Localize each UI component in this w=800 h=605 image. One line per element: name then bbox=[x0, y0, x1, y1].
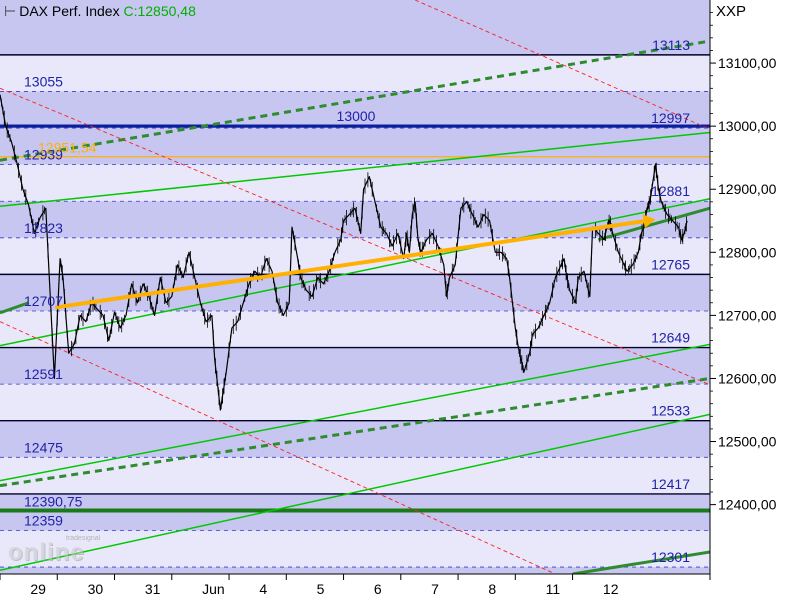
red-dashed-trend-line bbox=[0, 87, 710, 386]
level-band bbox=[0, 201, 710, 238]
level-lines bbox=[0, 54, 710, 568]
level-labels: 13113 13055 13000 12997 12939 12881 12823 12765… bbox=[24, 37, 690, 565]
y-tick-label: 12900,00 bbox=[718, 181, 777, 197]
level-label-12533: 12533 bbox=[651, 403, 690, 419]
level-band bbox=[0, 0, 710, 55]
solid-green-channel-line bbox=[572, 550, 710, 574]
level-band bbox=[0, 274, 710, 311]
level-label-12707: 12707 bbox=[24, 293, 63, 309]
logo-small-text: tradesignal bbox=[66, 535, 101, 542]
level-label-12417: 12417 bbox=[651, 476, 690, 492]
green-support-line bbox=[0, 413, 710, 571]
x-tick-label: 31 bbox=[145, 581, 161, 597]
x-tick-label: 11 bbox=[546, 581, 561, 597]
thick-green-level-label: 12390,75 bbox=[24, 493, 83, 509]
level-band bbox=[0, 237, 710, 275]
level-band bbox=[0, 457, 710, 494]
red-dashed-trend-line bbox=[414, 0, 710, 130]
x-tick-label: 29 bbox=[30, 581, 46, 597]
level-label-13055: 13055 bbox=[24, 73, 63, 89]
y-axis: 12400,00 12500,00 12600,00 12700,00 12800,00… bbox=[709, 0, 777, 580]
orange-arrow-shaft bbox=[55, 219, 646, 310]
level-band bbox=[0, 164, 710, 202]
x-tick-label: 7 bbox=[431, 581, 439, 597]
close-value: C:12850,48 bbox=[123, 3, 196, 19]
level-band bbox=[0, 567, 710, 574]
orange-arrow-head bbox=[642, 214, 656, 229]
x-tick-label: Jun bbox=[202, 581, 225, 597]
logo-big-text: online bbox=[8, 539, 85, 566]
y-tick-label: 12600,00 bbox=[718, 370, 777, 386]
trend-lines bbox=[0, 0, 710, 574]
level-band bbox=[0, 128, 710, 165]
header-marker-icon: ⊢ bbox=[4, 3, 17, 19]
exchange-label: XXP bbox=[716, 3, 747, 20]
tradesignal-online-logo: tradesignal online bbox=[8, 533, 108, 566]
level-label-12591: 12591 bbox=[24, 366, 63, 382]
x-tick-label: 12 bbox=[603, 581, 619, 597]
solid-green-channel-line bbox=[0, 301, 30, 315]
green-support-line bbox=[0, 131, 710, 208]
chart-header: ⊢ DAX Perf. Index C:12850,48 bbox=[4, 3, 196, 20]
y-tick-label: 12800,00 bbox=[718, 244, 777, 260]
level-label-12359: 12359 bbox=[24, 512, 63, 528]
y-tick-label: 13000,00 bbox=[718, 118, 777, 134]
red-dashed-trend-line bbox=[0, 321, 556, 574]
level-band bbox=[0, 91, 710, 127]
x-tick-label: 8 bbox=[488, 581, 496, 597]
level-band bbox=[0, 420, 710, 458]
y-tick-label: 12700,00 bbox=[718, 307, 777, 323]
level-label-12649: 12649 bbox=[651, 330, 690, 346]
level-label-12939: 12939 bbox=[24, 147, 63, 163]
level-band bbox=[0, 384, 710, 421]
x-tick-label: 5 bbox=[317, 581, 325, 597]
level-band bbox=[0, 310, 710, 348]
level-band bbox=[0, 530, 710, 568]
orange-level-label: 12951,54 bbox=[38, 140, 97, 156]
y-tick-label: 12500,00 bbox=[718, 434, 777, 450]
orange-trend-arrow bbox=[55, 214, 656, 310]
level-bands bbox=[0, 0, 710, 574]
level-label-12881: 12881 bbox=[651, 183, 690, 199]
level-label-12997: 12997 bbox=[651, 110, 690, 126]
level-label-12475: 12475 bbox=[24, 439, 63, 455]
x-tick-label: 6 bbox=[374, 581, 382, 597]
x-axis: 29 30 31 Jun 4 5 6 7 8 11 12 bbox=[0, 573, 710, 597]
y-tick-label: 13100,00 bbox=[718, 55, 777, 71]
x-tick-label: 4 bbox=[259, 581, 267, 597]
level-label-12765: 12765 bbox=[651, 256, 690, 272]
green-support-line bbox=[0, 343, 710, 482]
instrument-name: DAX Perf. Index bbox=[19, 3, 120, 19]
y-tick-label: 12400,00 bbox=[718, 497, 777, 513]
x-tick-label: 30 bbox=[88, 581, 104, 597]
level-band bbox=[0, 54, 710, 92]
level-band bbox=[0, 347, 710, 385]
level-label-12301: 12301 bbox=[651, 549, 690, 565]
level-label-12823: 12823 bbox=[24, 220, 63, 236]
level-label-13113: 13113 bbox=[652, 37, 690, 53]
solid-green-channel-line bbox=[597, 206, 710, 242]
level-label-13000: 13000 bbox=[337, 108, 376, 124]
